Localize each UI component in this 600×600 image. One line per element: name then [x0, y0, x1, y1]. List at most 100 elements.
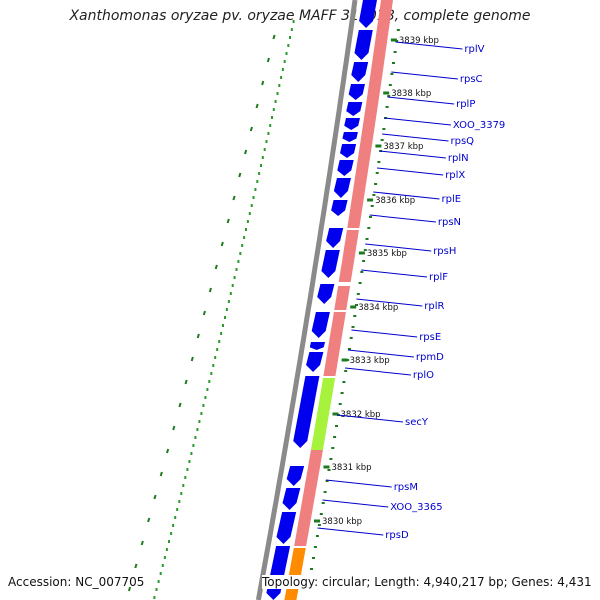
gc-dot [204, 396, 207, 399]
kbp-label: 3832 kbp [341, 410, 381, 420]
ruler-dash [214, 264, 218, 270]
cds-forward-track [266, 0, 377, 600]
kbp-label: 3833 kbp [350, 356, 390, 366]
gc-dot [243, 236, 246, 239]
gc-dot [229, 292, 232, 295]
cds-arrow [306, 352, 324, 372]
gene-label-rplx: rplX [445, 170, 465, 181]
gc-dot [168, 540, 170, 543]
gene-leader-line [395, 41, 463, 50]
gene-labels: rplV rpsC rplP XOO_3379 rpsQ rplN rplX rplE rpsN… [317, 41, 505, 541]
gc-dot [272, 108, 275, 111]
gene-label-rpsq: rpsQ [451, 136, 475, 147]
gc-dot [178, 500, 181, 503]
ruler-dash [127, 586, 132, 592]
gene-label-rpse: rpsE [419, 332, 441, 343]
gene-label-rple: rplE [442, 194, 462, 205]
gc-dot [186, 468, 189, 471]
gc-dot [278, 84, 281, 87]
rna-track [284, 0, 393, 600]
gene-label-rpsn: rpsN [438, 217, 461, 228]
gene-leader-line [376, 167, 444, 176]
gc-dot [157, 580, 160, 583]
topology-label: Topology: circular; Length: 4,940,217 bp… [262, 575, 592, 589]
gene-leader-line [382, 133, 449, 142]
cds-arrow [359, 0, 377, 28]
ruler-dash [147, 517, 151, 523]
ruler-dash [196, 333, 200, 339]
cds-arrow [321, 250, 340, 278]
gene-label-xoo_3365: XOO_3365 [390, 502, 442, 513]
gene-label-rpsd: rpsD [385, 530, 409, 541]
rna-segment [347, 0, 393, 228]
gc-dot [202, 404, 205, 407]
gc-dot [216, 348, 219, 351]
rna-segment [294, 450, 323, 546]
cds-arrow [326, 228, 344, 248]
gc-dot [225, 308, 228, 311]
gc-dot [176, 508, 179, 511]
cds-arrow [286, 466, 305, 486]
cds-arrow [337, 160, 354, 176]
gc-dot [222, 324, 224, 327]
gc-dot [206, 388, 209, 391]
gc-dot [231, 284, 234, 287]
cds-arrow [333, 178, 351, 198]
gene-leader-line [356, 298, 423, 307]
gc-dot [290, 28, 293, 31]
gene-leader-line [361, 269, 428, 278]
gc-dot [237, 260, 240, 263]
ruler-dash [190, 356, 194, 362]
gc-dot [241, 244, 244, 247]
gc-dot [196, 428, 199, 431]
ruler-dash [208, 287, 212, 293]
gc-dot [287, 44, 290, 47]
kbp-label: 3830 kbp [322, 517, 362, 527]
gene-leader-line [379, 150, 446, 159]
ruler-dash [266, 57, 270, 63]
inner-ruler [308, 29, 400, 581]
gc-dot [267, 132, 270, 135]
ruler-dash [153, 494, 157, 500]
gc-dot [246, 220, 249, 223]
ruler-dash [238, 172, 242, 178]
gc-dot [258, 172, 261, 175]
kbp-label: 3837 kbp [383, 142, 423, 152]
gc-dot [192, 444, 195, 447]
gc-dot [252, 196, 255, 199]
gc-dot [184, 476, 187, 479]
gc-dot [220, 332, 223, 335]
ruler-dash [244, 149, 248, 155]
gc-dot [235, 268, 238, 271]
gene-leader-line [351, 329, 418, 338]
rna-segment [323, 312, 346, 376]
gc-dot [280, 76, 283, 79]
gc-dot [260, 164, 262, 167]
map-title: Xanthomonas oryzae pv. oryzae MAFF 31101… [69, 8, 531, 24]
cds-arrow [351, 62, 369, 82]
gc-dot [233, 276, 236, 279]
ruler-dash [202, 310, 206, 316]
gene-leader-line [373, 191, 440, 200]
kbp-label: 3838 kbp [391, 89, 431, 99]
gc-dot [289, 36, 291, 39]
gene-label-rpmd: rpmD [416, 352, 444, 363]
gene-leader-line [325, 479, 392, 488]
secY-segment [310, 378, 336, 450]
kbp-labels: 3839 kbp 3838 kbp 3837 kbp 3836 kbp 3835 kbp… [314, 36, 439, 527]
gc-dot [170, 532, 173, 535]
gc-dot [194, 436, 197, 439]
gene-leader-line [365, 243, 432, 252]
cds-arrow [346, 102, 363, 116]
kbp-label: 3834 kbp [358, 303, 398, 313]
gc-dot [198, 420, 201, 423]
gc-dot [274, 100, 277, 103]
gc-dot [263, 148, 266, 151]
gc-dot [172, 524, 175, 527]
gene-leader-line [322, 499, 389, 508]
gene-label-rplv: rplV [464, 44, 484, 55]
gene-leader-line [348, 349, 414, 358]
cds-arrow [317, 284, 335, 304]
cds-arrow [331, 200, 348, 216]
gene-label-rpsc: rpsC [460, 74, 483, 85]
